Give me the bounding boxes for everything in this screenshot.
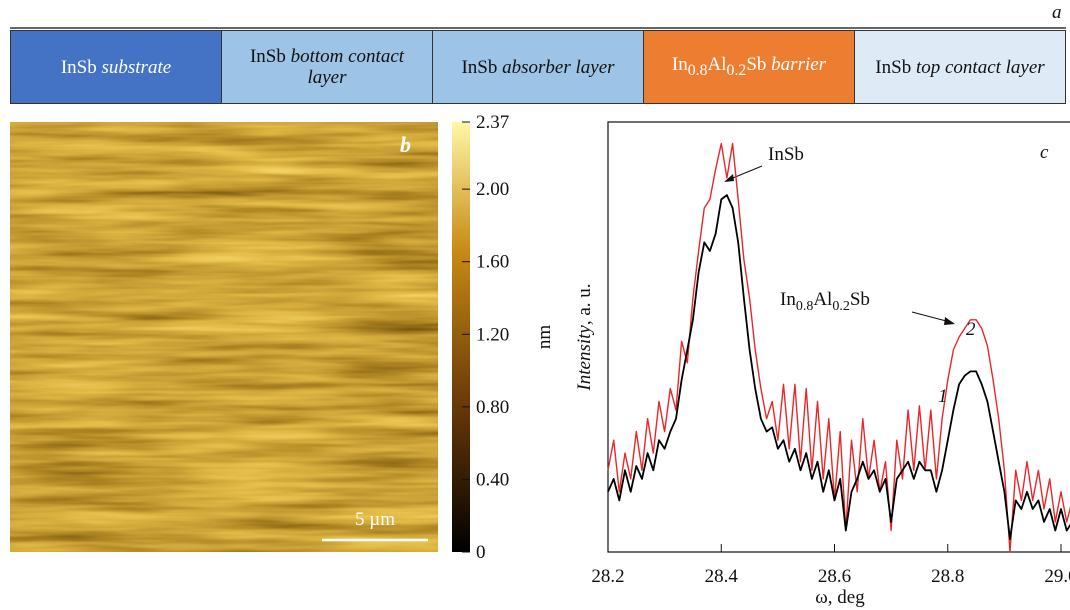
series-label: 2 <box>966 319 976 340</box>
series-line <box>607 194 1070 540</box>
x-axis-label: ω, deg <box>815 587 865 608</box>
x-tick-label: 28.6 <box>818 566 851 587</box>
y-axis-label: Intensity, a. u. <box>574 283 595 391</box>
formula-part: Sb <box>850 289 870 310</box>
subscript: 0.2 <box>726 61 747 79</box>
material: In <box>671 53 688 75</box>
y-axis-label-part: Intensity <box>574 325 595 392</box>
layer: InSb substrate <box>11 31 222 103</box>
layer-label: InSb absorber layer <box>461 57 614 78</box>
colorbar-tick-label: 0.40 <box>476 469 509 490</box>
layer-role: bottom contact layer <box>290 46 405 88</box>
arrowhead <box>944 317 955 325</box>
subscript: 0.8 <box>796 299 814 314</box>
y-axis-label-part: , a. u. <box>574 283 595 325</box>
layer-stack: InSb substrate InSb bottom contact layer I… <box>10 30 1066 104</box>
series-label: 1 <box>938 386 948 407</box>
scale-bar-label: 5 µm <box>355 509 395 530</box>
formula-part: InSb <box>768 144 804 165</box>
x-tick-label: 28.8 <box>931 566 964 587</box>
material: InSb <box>60 56 97 78</box>
x-tick-label: 28.4 <box>705 566 739 587</box>
layer-role: top contact layer <box>915 56 1045 78</box>
annotation-arrow <box>727 165 763 181</box>
panel-label: b <box>400 132 411 157</box>
layer-role: barrier <box>771 53 827 75</box>
x-tick-label: 28.2 <box>591 566 624 587</box>
layer: InSb absorber layer <box>433 31 644 103</box>
panel-label: a <box>1052 2 1062 23</box>
layer: In0.8Al0.2Sb barrier <box>644 31 855 103</box>
annotation: InSb <box>768 144 804 165</box>
annotation-arrow <box>911 311 951 323</box>
material: InSb <box>875 56 912 78</box>
subscript: 0.8 <box>687 61 708 79</box>
layer-label: In0.8Al0.2Sb barrier <box>672 54 826 81</box>
colorbar-tick-label: 0.80 <box>476 397 509 418</box>
layer: InSb top contact layer <box>855 31 1065 103</box>
formula-part: In <box>780 289 796 310</box>
colorbar-tick-label: 1.60 <box>476 252 509 273</box>
colorbar <box>452 122 470 552</box>
layer: InSb bottom contact layer <box>222 31 433 103</box>
layer-label: InSb bottom contact layer <box>230 46 424 88</box>
colorbar-tick-label: 2.37 <box>476 112 509 133</box>
material: InSb <box>461 56 498 78</box>
layer-role: absorber layer <box>502 56 615 78</box>
colorbar-tick-label: 1.20 <box>476 324 509 345</box>
colorbar-tick-label: 2.00 <box>476 179 509 200</box>
material: InSb <box>249 46 286 67</box>
annotation: In0.8Al0.2Sb <box>780 289 870 314</box>
afm-image <box>10 122 438 552</box>
colorbar-tick-label: 0 <box>476 542 486 563</box>
layer-label: InSb substrate <box>61 57 171 78</box>
panel-label: c <box>1040 142 1049 163</box>
formula-part: Al <box>813 289 832 310</box>
x-tick-label: 29.0 <box>1044 566 1070 587</box>
layer-label: InSb top contact layer <box>875 57 1044 78</box>
series-line <box>607 142 1070 553</box>
material: Al <box>707 53 727 75</box>
material: Sb <box>746 53 767 75</box>
subscript: 0.2 <box>832 299 850 314</box>
plot-frame <box>607 121 1070 553</box>
colorbar-unit: nm <box>534 325 555 350</box>
arrowhead <box>724 174 734 182</box>
layer-role: substrate <box>101 56 172 78</box>
